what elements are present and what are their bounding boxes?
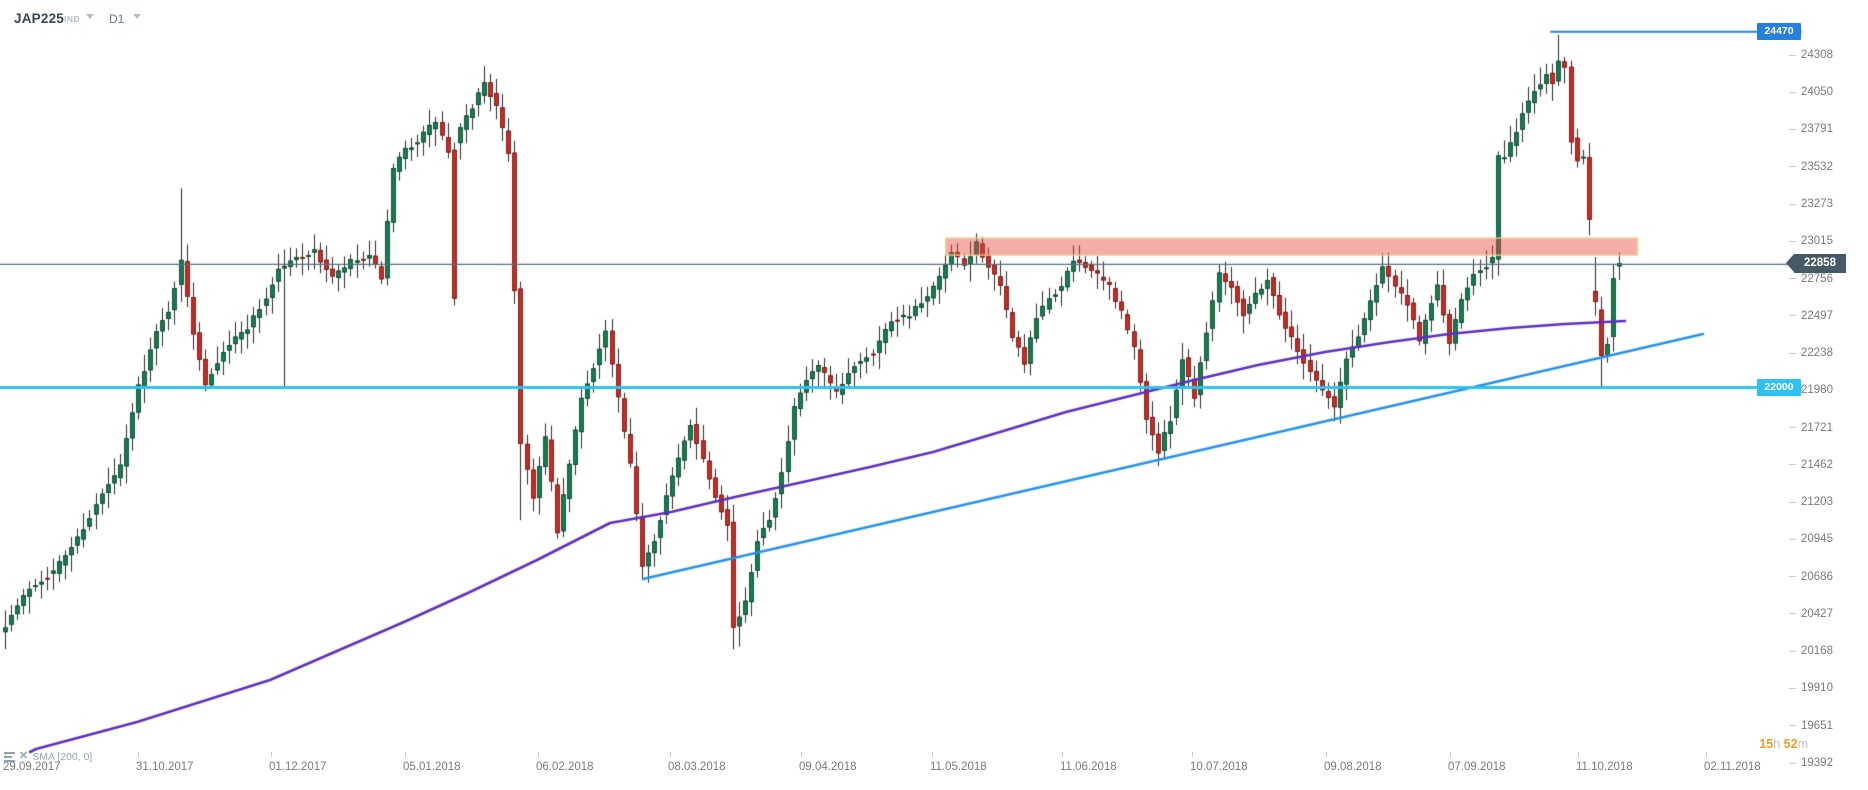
y-axis-label: 21980 xyxy=(1801,384,1833,397)
y-axis-tick xyxy=(1789,687,1796,689)
y-axis-tick xyxy=(1789,54,1796,56)
y-axis-label: 23273 xyxy=(1801,198,1833,211)
x-axis-label: 08.03.2018 xyxy=(668,761,726,773)
y-axis-tick xyxy=(1789,91,1796,93)
y-axis-tick xyxy=(1789,352,1796,354)
x-axis-tick xyxy=(801,752,802,757)
x-axis-label: 29.09.2017 xyxy=(3,761,61,773)
y-axis-label: 19910 xyxy=(1801,682,1833,695)
x-axis-label: 10.07.2018 xyxy=(1190,761,1248,773)
x-axis-label: 06.02.2018 xyxy=(536,761,594,773)
y-axis-tick xyxy=(1789,240,1796,242)
x-axis-tick xyxy=(1450,752,1451,757)
x-axis-tick xyxy=(405,752,406,757)
y-axis-tick xyxy=(1789,538,1796,540)
x-axis-tick xyxy=(1578,752,1579,757)
x-axis-label: 09.08.2018 xyxy=(1324,761,1382,773)
countdown-minutes-unit: m xyxy=(1797,737,1808,751)
indicator-legend: ✕ SMA [200, 0] xyxy=(4,750,92,763)
y-axis-label: 23015 xyxy=(1801,235,1833,248)
current-price-value: 22858 xyxy=(1804,257,1836,270)
x-axis-label: 07.09.2018 xyxy=(1448,761,1506,773)
y-axis-tick xyxy=(1789,650,1796,652)
symbol-dropdown-caret-icon[interactable] xyxy=(86,14,94,19)
x-axis-label: 09.04.2018 xyxy=(799,761,857,773)
timeframe-dropdown-caret-icon[interactable] xyxy=(133,14,141,19)
y-axis-label: 23532 xyxy=(1801,160,1833,173)
y-axis-tick xyxy=(1789,128,1796,130)
x-axis-tick xyxy=(5,752,6,757)
x-axis-tick xyxy=(271,752,272,757)
y-axis-label: 20168 xyxy=(1801,645,1833,658)
x-axis-tick xyxy=(670,752,671,757)
y-axis-label: 20686 xyxy=(1801,570,1833,583)
y-axis-tick xyxy=(1789,725,1796,727)
y-axis-tick xyxy=(1789,166,1796,168)
level-badge-22000: 22000 xyxy=(1757,378,1801,396)
indicator-settings-icon[interactable] xyxy=(4,751,15,762)
y-axis-label: 20427 xyxy=(1801,607,1833,620)
x-axis-tick xyxy=(138,752,139,757)
y-axis-label: 22756 xyxy=(1801,272,1833,285)
x-axis-label: 02.11.2018 xyxy=(1704,761,1761,773)
y-axis-tick xyxy=(1789,613,1796,615)
y-axis-label: 21203 xyxy=(1801,496,1833,509)
x-axis-tick xyxy=(1706,752,1707,757)
x-axis-tick xyxy=(1192,752,1193,757)
y-axis-tick xyxy=(1789,464,1796,466)
current-price-badge: 22858 xyxy=(1786,254,1846,274)
y-axis-tick xyxy=(1789,576,1796,578)
x-axis-label: 05.01.2018 xyxy=(403,761,461,773)
price-badge-arrow-icon xyxy=(1786,254,1794,273)
y-axis-tick xyxy=(1789,278,1796,280)
y-axis-tick xyxy=(1789,501,1796,503)
x-axis-label: 11.05.2018 xyxy=(930,761,987,773)
x-axis-label: 11.06.2018 xyxy=(1060,761,1117,773)
x-axis-label: 01.12.2017 xyxy=(269,761,327,773)
x-axis-tick xyxy=(1062,752,1063,757)
countdown-hours: 15 xyxy=(1759,737,1774,751)
symbol-label[interactable]: JAP225 xyxy=(14,11,64,26)
chart-header: JAP225 IND D1 xyxy=(0,0,1868,30)
timeframe-label[interactable]: D1 xyxy=(109,12,125,26)
y-axis-tick xyxy=(1789,315,1796,317)
y-axis-label: 20945 xyxy=(1801,533,1833,546)
y-axis-label: 22497 xyxy=(1801,309,1833,322)
x-axis-tick xyxy=(538,752,539,757)
y-axis-label: 24050 xyxy=(1801,86,1833,99)
x-axis-tick xyxy=(1326,752,1327,757)
y-axis-tick xyxy=(1789,203,1796,205)
y-axis-label: 21462 xyxy=(1801,458,1833,471)
y-axis-label: 19651 xyxy=(1801,719,1833,732)
level-badge-24470: 24470 xyxy=(1757,23,1801,41)
indicator-remove-icon[interactable]: ✕ xyxy=(19,750,29,762)
y-axis-tick xyxy=(1789,762,1796,764)
y-axis-tick xyxy=(1789,427,1796,429)
countdown-hours-unit: h xyxy=(1773,737,1784,751)
x-axis-tick xyxy=(932,752,933,757)
y-axis-label: 23791 xyxy=(1801,123,1833,136)
session-countdown: 15h 52m xyxy=(1700,737,1808,751)
indicator-label: SMA [200, 0] xyxy=(32,750,93,763)
y-axis-label: 22238 xyxy=(1801,347,1833,360)
y-axis-label: 24308 xyxy=(1801,49,1833,61)
instrument-type-label: IND xyxy=(64,14,81,24)
x-axis-label: 11.10.2018 xyxy=(1576,761,1633,773)
countdown-minutes: 52 xyxy=(1783,737,1798,751)
x-axis-label: 31.10.2017 xyxy=(136,761,194,773)
y-axis-label: 19392 xyxy=(1801,757,1833,769)
y-axis-label: 21721 xyxy=(1801,421,1833,434)
